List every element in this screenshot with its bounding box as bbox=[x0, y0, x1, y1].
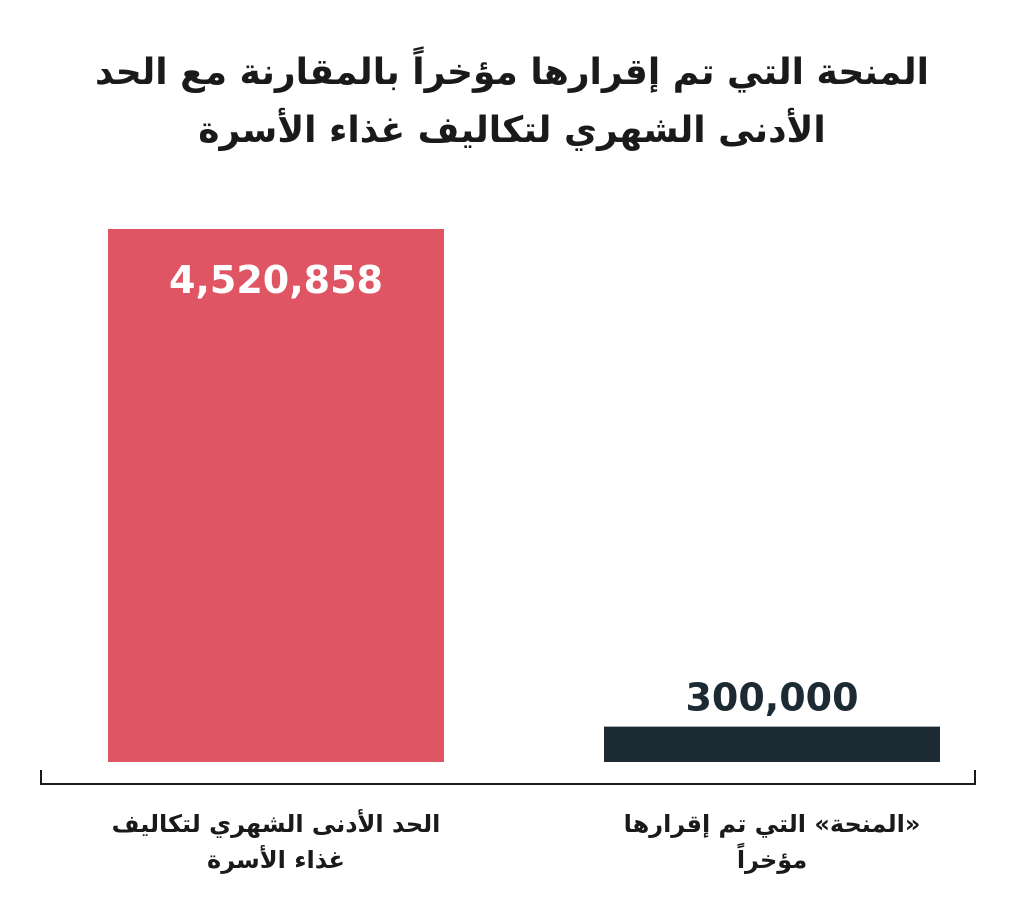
value-label-food-cost: 4,520,858 bbox=[169, 258, 383, 302]
value-labels-layer: 4,520,858 300,000 bbox=[169, 258, 859, 720]
bar-grant bbox=[604, 726, 940, 762]
bar-food-cost bbox=[108, 229, 444, 762]
x-axis bbox=[40, 770, 976, 785]
bars-layer bbox=[108, 229, 940, 762]
category-label-grant: «المنحة» التي تم إقرارها مؤخراً bbox=[623, 810, 921, 874]
chart-title: المنحة التي تم إقرارها مؤخراً بالمقارنة … bbox=[95, 52, 929, 151]
value-label-grant: 300,000 bbox=[685, 676, 858, 720]
category-label-food-cost: الحد الأدنى الشهري لتكاليف غذاء الأسرة bbox=[111, 810, 441, 874]
